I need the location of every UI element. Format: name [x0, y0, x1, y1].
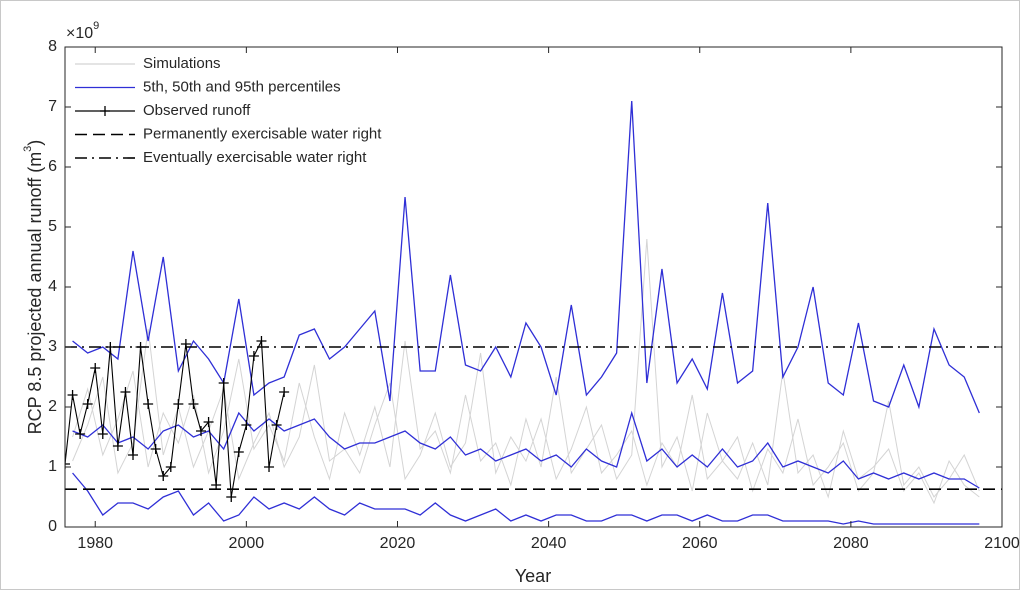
observed-marker	[112, 441, 123, 451]
observed-marker	[128, 450, 139, 460]
observed-marker	[143, 399, 154, 409]
y-multiplier-text: ×10	[66, 25, 93, 42]
x-tick-label: 2100	[984, 535, 1020, 552]
y-axis-label-end: )	[25, 140, 45, 146]
x-tick-label: 2080	[833, 535, 869, 552]
observed-marker	[158, 471, 169, 481]
observed-marker	[97, 429, 108, 439]
series-line	[72, 472, 980, 525]
observed-marker	[226, 492, 237, 502]
y-tick-label: 0	[48, 518, 57, 535]
y-axis-label-text: RCP 8.5 projected annual runoff (m	[25, 152, 45, 435]
x-tick-label: 2020	[380, 535, 416, 552]
y-tick-label: 2	[48, 398, 57, 415]
observed-marker	[196, 426, 207, 436]
x-tick-label: 2000	[229, 535, 265, 552]
y-tick-label: 6	[48, 158, 57, 175]
y-axis-label-sup: 3	[22, 146, 34, 152]
legend-label: 5th, 50th and 95th percentiles	[143, 78, 341, 95]
y-tick-label: 8	[48, 38, 57, 55]
observed-marker	[65, 459, 70, 469]
observed-marker	[248, 351, 259, 361]
y-tick-label: 4	[48, 278, 57, 295]
y-tick-label: 7	[48, 98, 57, 115]
observed-line	[65, 338, 285, 498]
observed-marker	[203, 417, 214, 427]
observed-marker	[241, 420, 252, 430]
legend-label: Observed runoff	[143, 102, 251, 119]
legend-label: Eventually exercisable water right	[143, 149, 367, 166]
observed-marker	[82, 399, 93, 409]
observed-marker	[150, 444, 161, 454]
legend-marker	[100, 106, 110, 116]
y-axis-label: RCP 8.5 projected annual runoff (m3)	[22, 140, 45, 435]
observed-marker	[165, 462, 176, 472]
observed-marker	[75, 429, 86, 439]
series-line	[72, 410, 980, 489]
observed-marker	[279, 387, 290, 397]
plot-area	[65, 100, 1002, 525]
observed-marker	[218, 378, 229, 388]
x-tick-label: 1980	[77, 535, 113, 552]
observed-marker	[233, 447, 244, 457]
y-multiplier: ×109	[66, 20, 99, 42]
observed-marker	[256, 336, 267, 346]
x-tick-label: 2060	[682, 535, 718, 552]
observed-marker	[188, 399, 199, 409]
y-multiplier-sup: 9	[93, 20, 99, 32]
observed-marker	[271, 420, 282, 430]
x-axis-label: Year	[515, 566, 551, 586]
series-line	[72, 238, 980, 505]
observed-marker	[67, 390, 78, 400]
x-tick-label: 2040	[531, 535, 567, 552]
y-tick-label: 5	[48, 218, 57, 235]
plot-box	[64, 46, 1003, 528]
observed-marker	[120, 387, 131, 397]
y-tick-label: 3	[48, 338, 57, 355]
y-tick-label: 1	[48, 458, 57, 475]
observed-marker	[90, 363, 101, 373]
legend-label: Permanently exercisable water right	[143, 125, 382, 142]
observed-marker	[173, 399, 184, 409]
legend-label: Simulations	[143, 55, 221, 72]
observed-marker	[264, 462, 275, 472]
observed-marker	[211, 480, 222, 490]
